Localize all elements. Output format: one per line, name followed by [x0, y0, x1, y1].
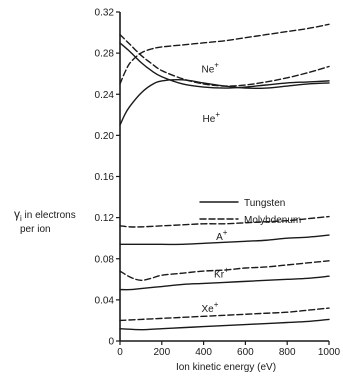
series-line-a-tungsten — [119, 234, 330, 246]
y-tick-label: 0.24 — [95, 90, 115, 101]
ion-label-a: A+ — [216, 228, 228, 243]
x-tick-label: 1000 — [318, 347, 341, 358]
series-line-ne-molybdenum — [119, 33, 330, 87]
ion-label-kr: Kr+ — [214, 265, 229, 280]
y-axis-title-line2: per ion — [20, 224, 51, 235]
y-tick-label: 0.12 — [95, 213, 115, 224]
x-tick-label: 200 — [153, 347, 170, 358]
x-axis-title: Ion kinetic energy (eV) — [176, 362, 276, 373]
curves — [119, 23, 330, 331]
series-line-xe-molybdenum — [119, 307, 330, 322]
series-line-a-molybdenum — [119, 215, 330, 228]
series-line-kr-tungsten — [119, 275, 330, 291]
y-tick-label: 0.28 — [95, 49, 115, 60]
series-line-xe-tungsten — [119, 318, 330, 331]
x-tick-label: 400 — [195, 347, 212, 358]
svg-text:γi in electrons: γi in electrons — [14, 207, 76, 223]
x-tick-label: 800 — [279, 347, 296, 358]
series-line-kr-molybdenum — [119, 260, 330, 282]
y-axis-title: γi in electrons per ion — [14, 207, 76, 235]
ion-label-ne: Ne+ — [202, 61, 220, 76]
ion-labels: Ne+ He+ A+ Kr+ Xe+ — [202, 61, 230, 316]
ion-label-xe: Xe+ — [202, 300, 219, 315]
y-tick-label: 0.08 — [95, 254, 115, 265]
y-tick-label: 0.32 — [95, 8, 115, 19]
y-tick-label: 0.16 — [95, 172, 115, 183]
y-axis-gamma-subscript: i — [20, 214, 22, 223]
legend-label-tungsten: Tungsten — [244, 198, 285, 209]
y-tick-label: 0.20 — [95, 131, 115, 142]
series-line-he-molybdenum — [119, 23, 330, 85]
y-axis-gamma: γ — [14, 207, 20, 221]
x-tick-label: 0 — [117, 347, 123, 358]
series-line-ne-tungsten — [119, 42, 330, 89]
legend: Tungsten Molybdenum — [199, 198, 301, 226]
ion-label-he: He+ — [203, 110, 221, 125]
series-line-he-tungsten — [119, 79, 330, 126]
y-tick-label: 0.04 — [95, 295, 115, 306]
x-tick-label: 600 — [237, 347, 254, 358]
y-tick-label: 0 — [108, 337, 114, 348]
axes: 0 0.04 0.08 0.12 0.16 0.20 0.24 0.28 0.32 0 200 400… — [95, 8, 341, 359]
y-axis-title-line1: in electrons — [22, 210, 76, 221]
legend-label-molybdenum: Molybdenum — [244, 215, 301, 226]
